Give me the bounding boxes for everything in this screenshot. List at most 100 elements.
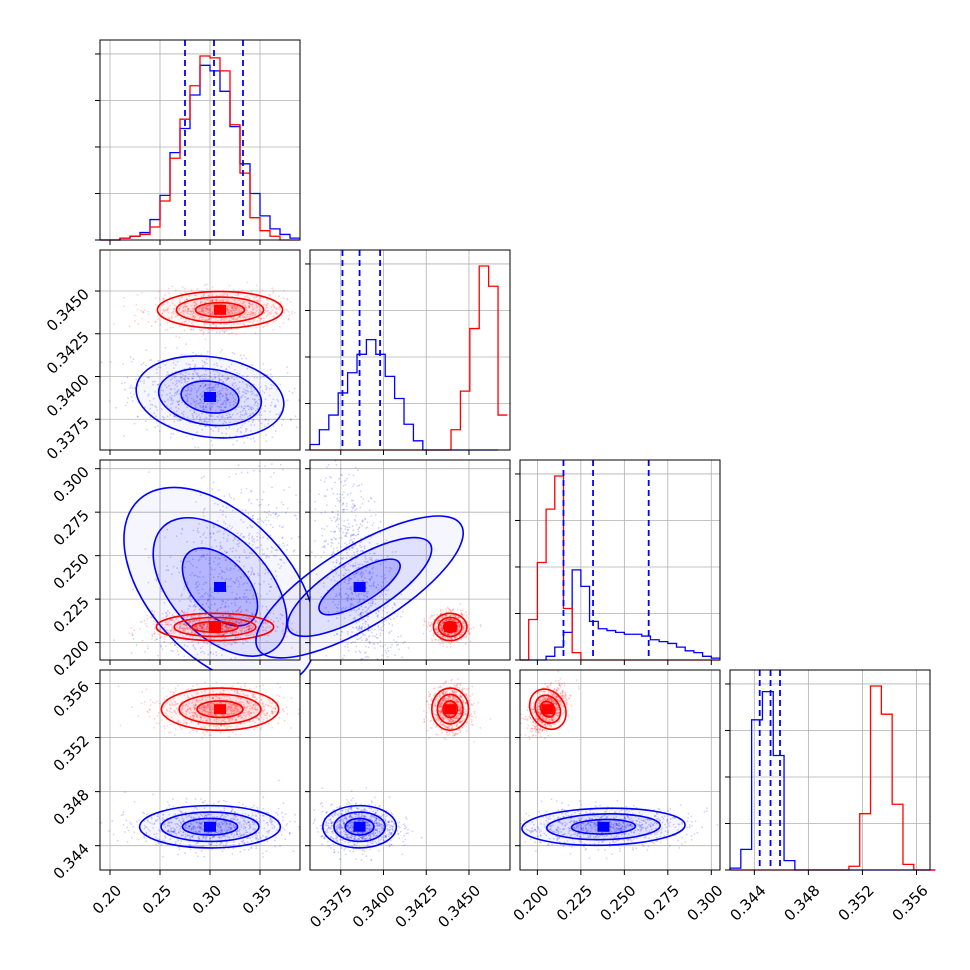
y-tick-label: 0.275 xyxy=(50,506,93,549)
scatter-point xyxy=(333,536,335,539)
scatter-point xyxy=(204,425,207,428)
scatter-point xyxy=(282,419,285,421)
scatter-point xyxy=(211,388,214,391)
scatter-point xyxy=(195,399,198,402)
scatter-point xyxy=(169,326,172,329)
scatter-point xyxy=(225,329,228,332)
scatter-point xyxy=(170,388,173,391)
scatter-point xyxy=(225,393,228,396)
scatter-point xyxy=(352,474,355,477)
scatter-point xyxy=(362,498,365,500)
scatter-point xyxy=(187,378,190,380)
scatter-point xyxy=(269,368,272,371)
scatter-point xyxy=(243,407,246,410)
scatter-point xyxy=(344,542,346,545)
scatter-point xyxy=(265,523,268,526)
scatter-point xyxy=(394,654,396,657)
scatter-point xyxy=(203,402,205,404)
scatter-point xyxy=(202,409,205,411)
scatter-point xyxy=(423,624,425,626)
scatter-point xyxy=(333,516,336,519)
scatter-point xyxy=(311,551,313,554)
scatter-point xyxy=(258,419,261,422)
scatter-point xyxy=(131,634,134,636)
scatter-point xyxy=(290,313,293,315)
scatter-point xyxy=(140,291,143,294)
scatter-point xyxy=(223,399,226,402)
scatter-point xyxy=(249,414,252,417)
scatter-point xyxy=(213,386,216,389)
scatter-point xyxy=(199,384,202,387)
scatter-point xyxy=(318,493,321,496)
scatter-point xyxy=(168,287,170,290)
scatter-point xyxy=(238,612,240,614)
scatter-point xyxy=(258,470,261,473)
scatter-point xyxy=(217,374,220,377)
scatter-point xyxy=(264,410,266,412)
scatter-point xyxy=(208,390,211,392)
scatter-point xyxy=(323,528,326,531)
scatter-point xyxy=(181,286,184,289)
scatter-point xyxy=(212,642,215,644)
scatter-point xyxy=(278,514,280,517)
scatter-point xyxy=(237,464,240,466)
y-tick-label: 0.200 xyxy=(50,637,93,680)
scatter-point xyxy=(130,627,133,629)
scatter-point xyxy=(324,540,327,543)
scatter-point xyxy=(360,483,363,486)
scatter-point xyxy=(234,398,237,401)
scatter-point xyxy=(275,506,278,509)
scatter-point xyxy=(205,406,208,408)
scatter-point xyxy=(332,492,335,495)
scatter-point xyxy=(144,406,146,409)
scatter-point xyxy=(256,408,259,410)
scatter-point xyxy=(253,399,256,401)
scatter-point xyxy=(351,533,354,536)
scatter-point xyxy=(169,642,172,645)
scatter-point xyxy=(249,413,252,415)
scatter-point xyxy=(204,361,206,363)
scatter-point xyxy=(256,498,259,501)
scatter-point xyxy=(109,361,112,363)
scatter-point xyxy=(211,419,214,421)
scatter-point xyxy=(294,415,297,418)
scatter-point xyxy=(468,628,471,631)
scatter-point xyxy=(137,323,140,326)
scatter-point xyxy=(459,603,462,605)
scatter-point xyxy=(246,397,249,400)
scatter-point xyxy=(192,328,195,331)
scatter-point xyxy=(200,476,203,479)
scatter-point xyxy=(180,371,183,374)
scatter-point xyxy=(233,352,236,355)
scatter-point xyxy=(176,391,179,394)
scatter-point xyxy=(178,400,180,403)
scatter-point xyxy=(185,343,187,345)
scatter-point xyxy=(241,424,244,427)
scatter-point xyxy=(198,328,201,331)
scatter-point xyxy=(283,290,285,292)
scatter-point xyxy=(231,351,234,354)
scatter-point xyxy=(241,375,244,377)
scatter-point xyxy=(264,384,267,387)
scatter-point xyxy=(240,471,243,474)
scatter-point xyxy=(432,634,435,637)
scatter-point xyxy=(210,389,213,391)
scatter-point xyxy=(397,635,400,638)
scatter-point xyxy=(154,627,156,630)
scatter-point xyxy=(377,637,379,639)
scatter-point xyxy=(170,394,173,397)
scatter-point xyxy=(353,505,356,507)
scatter-point xyxy=(479,623,482,626)
scatter-point xyxy=(224,401,227,404)
scatter-point xyxy=(330,538,333,541)
scatter-point xyxy=(342,485,345,487)
scatter-point xyxy=(145,349,148,352)
scatter-point xyxy=(274,430,277,433)
scatter-point xyxy=(240,492,243,494)
scatter-point xyxy=(218,405,220,408)
scatter-point xyxy=(173,394,176,397)
scatter-point xyxy=(202,386,205,388)
scatter-point xyxy=(388,622,391,625)
scatter-point xyxy=(168,292,171,294)
scatter-point xyxy=(255,326,258,329)
